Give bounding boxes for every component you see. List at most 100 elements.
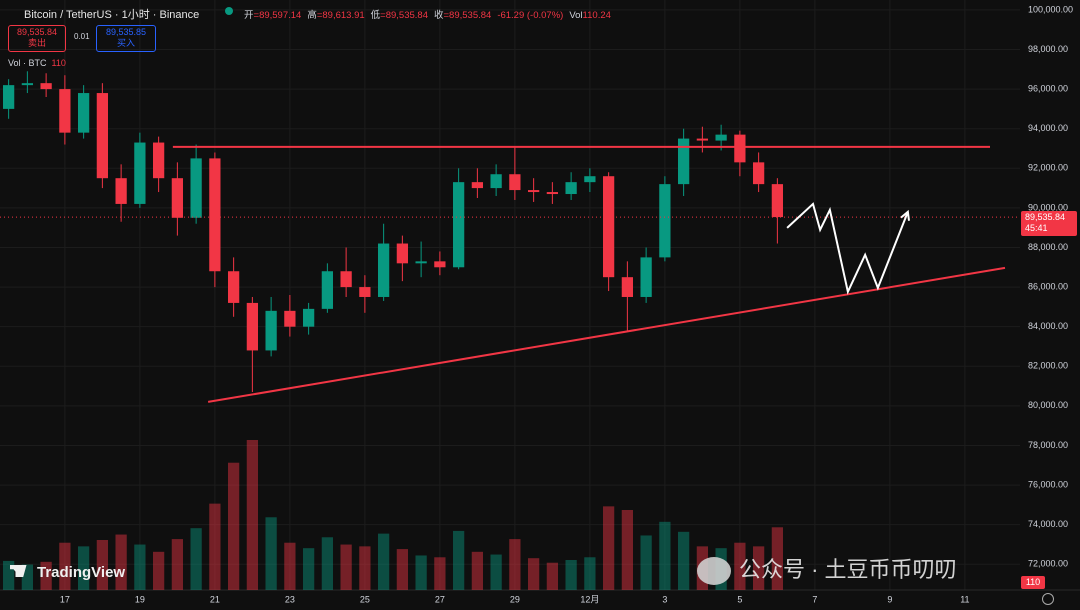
y-tick-label: 86,000.00 [1028, 281, 1068, 291]
status-dot [225, 7, 233, 15]
volume-bar [434, 557, 446, 590]
candle-body [378, 243, 390, 297]
volume-bar [209, 503, 221, 590]
volume-bar [415, 555, 427, 590]
volume-legend-label: Vol · BTC [8, 58, 47, 68]
sell-button[interactable]: 89,535.84 卖出 [8, 25, 66, 52]
volume-bar [3, 560, 15, 590]
y-tick-label: 84,000.00 [1028, 321, 1068, 331]
volume-bar [565, 560, 577, 590]
volume-bar [453, 530, 465, 590]
candle-body [678, 138, 690, 185]
candle-body [715, 134, 727, 141]
volume-bar [603, 506, 615, 590]
candle-body [471, 182, 483, 189]
y-tick-label: 90,000.00 [1028, 202, 1068, 212]
header-volume-label: Vol [569, 10, 583, 21]
volume-bar [546, 562, 558, 590]
x-tick-label: 23 [285, 594, 295, 604]
volume-bar [528, 558, 540, 590]
candle-body [134, 142, 146, 204]
x-tick-label: 19 [135, 594, 145, 604]
volume-bar [115, 534, 127, 590]
header-label: 收 [433, 10, 444, 21]
header-label: 低 [370, 10, 381, 21]
volume-bar [265, 517, 277, 590]
buy-price: 89,535.85 [105, 27, 147, 37]
volume-bar [490, 554, 502, 590]
header-value: =89,597.14 [253, 10, 302, 21]
volume-bar [753, 546, 765, 590]
price-badge-value: 89,535.84 [1025, 212, 1066, 222]
header-value: =89,535.84 [443, 10, 492, 21]
x-tick-label: 27 [435, 594, 445, 604]
y-tick-label: 80,000.00 [1028, 400, 1068, 410]
volume-bar [771, 527, 783, 590]
volume-bar [228, 462, 240, 590]
volume-bar [153, 551, 165, 590]
logo-icon [10, 565, 27, 577]
candle-body [621, 277, 633, 297]
candle-body [246, 302, 258, 351]
candle-body [190, 158, 202, 218]
volume-bar [340, 544, 352, 590]
x-tick-label: 3 [662, 594, 667, 604]
volume-bar [40, 561, 52, 590]
x-tick-label: 7 [812, 594, 817, 604]
volume-bar [96, 540, 108, 590]
volume-legend: Vol · BTC 110 [8, 58, 66, 68]
y-tick-label: 88,000.00 [1028, 242, 1068, 252]
candle-body [321, 271, 333, 309]
volume-badge: 110 [1021, 576, 1045, 589]
candle-body [509, 174, 521, 191]
candle-body [415, 261, 427, 264]
spread: 0.01 [74, 32, 90, 41]
candle-body [3, 85, 15, 109]
candle-body [696, 138, 708, 141]
ohlc-header: 开=89,597.14 高=89,613.91 低=89,535.84 收=89,53… [244, 7, 611, 21]
header-value: =89,535.84 [380, 10, 428, 21]
header-volume-value: 110.24 [582, 10, 611, 21]
candle-body [490, 174, 502, 189]
volume-bar [78, 546, 90, 590]
y-tick-label: 76,000.00 [1028, 479, 1068, 489]
watermark: 公众号 · 土豆币币叨叨 [697, 552, 957, 586]
x-tick-label: 25 [360, 594, 370, 604]
volume-bar [303, 548, 315, 590]
logo-text: TradingView [37, 564, 126, 581]
volume-bar [509, 539, 521, 590]
volume-bar [659, 521, 671, 590]
candle-body [265, 310, 277, 351]
candle-body [153, 142, 165, 179]
y-tick-label: 98,000.00 [1028, 44, 1068, 54]
candle-body [303, 308, 315, 327]
y-tick-label: 72,000.00 [1028, 559, 1068, 569]
logo: TradingView [10, 564, 125, 581]
x-tick-label: 29 [510, 594, 520, 604]
settings-icon[interactable] [1042, 593, 1054, 605]
buy-button[interactable]: 89,535.85 买入 [96, 25, 156, 52]
volume-bar [21, 564, 33, 590]
candle-body [528, 190, 540, 193]
candle-body [659, 184, 671, 258]
volume-bar [246, 440, 258, 590]
volume-bar [190, 528, 202, 590]
sell-label: 卖出 [27, 38, 46, 48]
volume-bar [471, 551, 483, 590]
header-value: =89,613.91 [316, 10, 365, 21]
candle-body [284, 310, 296, 327]
candle-body [434, 261, 446, 268]
header-change: -61.29 (-0.07%) [497, 10, 564, 21]
x-tick-label: 17 [60, 594, 70, 604]
candle-body [734, 134, 746, 163]
candle-body [753, 162, 765, 185]
candle-body [209, 158, 221, 272]
chart-title: Bitcoin / TetherUS · 1小时 · Binance [24, 9, 200, 21]
candle-body [228, 271, 240, 303]
y-tick-label: 82,000.00 [1028, 361, 1068, 371]
arrow-head [900, 209, 910, 221]
volume-bar [640, 535, 652, 590]
candle-body [396, 243, 408, 264]
volume-bar [396, 549, 408, 590]
